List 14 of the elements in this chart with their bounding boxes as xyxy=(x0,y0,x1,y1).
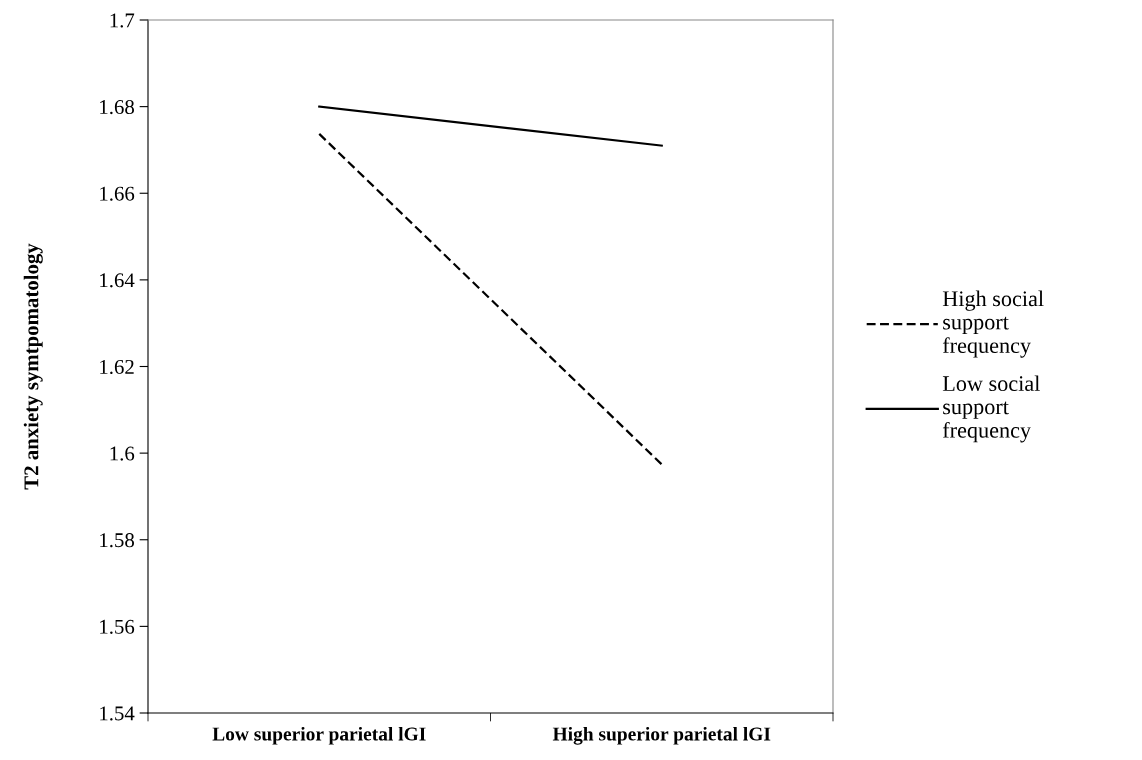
y-tick-label: 1.58 xyxy=(100,533,135,548)
x-tick-label: High superior parietal lGI xyxy=(552,726,771,745)
y-tick-label: 1.6 xyxy=(110,446,135,461)
y-tick-label: 1.68 xyxy=(100,100,135,115)
y-axis-title: T2 anxiety symtpomatology xyxy=(23,243,43,490)
y-tick-label: 1.56 xyxy=(100,619,135,634)
y-tick-label: 1.62 xyxy=(100,359,134,375)
y-tick-label: 1.64 xyxy=(100,273,135,288)
x-tick-label: Low superior parietal lGI xyxy=(212,726,426,745)
legend-label: High social support frequency xyxy=(942,290,1044,358)
y-tick-label: 1.7 xyxy=(110,13,135,28)
y-tick-label: 1.54 xyxy=(100,706,135,721)
legend-label: Low social support frequency xyxy=(942,375,1040,443)
y-tick-label: 1.66 xyxy=(100,186,135,201)
